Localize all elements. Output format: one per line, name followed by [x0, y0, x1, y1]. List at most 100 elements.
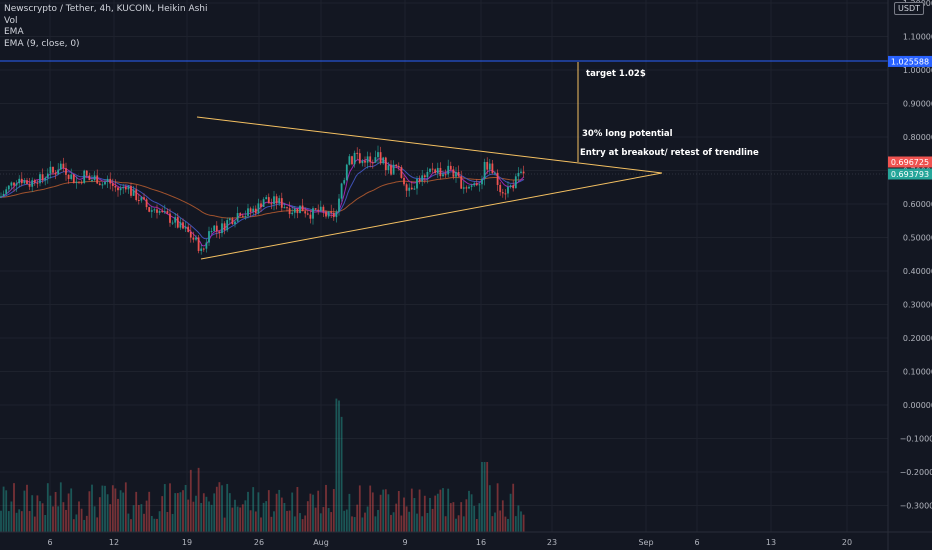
candle-body: [41, 174, 44, 181]
volume-bar: [244, 500, 247, 532]
volume-bar: [7, 511, 10, 532]
candle-body: [5, 189, 8, 194]
y-tick-label: 0.400000: [903, 267, 932, 276]
candle-body: [247, 208, 249, 216]
volume-bar: [265, 501, 268, 532]
volume-bar: [361, 517, 364, 532]
volume-bar: [416, 513, 418, 532]
volume-bar: [28, 511, 31, 532]
ema-long-line: [0, 177, 525, 219]
candle-body: [361, 160, 364, 164]
volume-bar: [52, 506, 54, 532]
y-tick-label: 0.200000: [903, 334, 932, 343]
y-tick-label: 0.300000: [903, 301, 932, 310]
candle-body: [509, 185, 512, 187]
y-tick-label: 0.600000: [903, 200, 932, 209]
candle-body: [49, 166, 52, 174]
candle-body: [46, 173, 49, 178]
volume-bar: [205, 496, 208, 532]
volume-bar: [400, 515, 403, 532]
volume-bar: [330, 512, 333, 532]
volume-bar: [226, 483, 229, 532]
legend-title[interactable]: Newscrypto / Tether, 4h, KUCOIN, Heikin …: [4, 4, 208, 14]
legend-ema[interactable]: EMA: [4, 27, 24, 37]
volume-bar: [130, 519, 132, 532]
volume-bar: [109, 504, 112, 532]
candle-body: [416, 178, 418, 189]
time-axis[interactable]: 6 12 19 26 Aug 9 16 23 Sep 6 13 20: [0, 531, 932, 547]
volume-bar: [189, 469, 192, 532]
legend-vol[interactable]: Vol: [4, 15, 18, 26]
volume-bar: [192, 501, 195, 532]
volume-bar: [449, 503, 452, 532]
volume-bar: [293, 516, 296, 532]
volume-bar: [257, 492, 260, 532]
volume-bar: [319, 513, 322, 532]
volume-bar: [390, 514, 392, 532]
candle-body: [512, 185, 515, 189]
price-axis[interactable]: 1.2000001.1000001.0000000.9000000.800000…: [887, 0, 932, 550]
candle-body: [275, 196, 278, 204]
candle-body: [140, 197, 143, 201]
candle-body: [460, 176, 463, 189]
volume-bar: [418, 489, 421, 532]
volume-bar: [496, 483, 499, 532]
volume-bar: [413, 497, 416, 532]
candle-body: [395, 164, 398, 167]
volume-bar: [384, 489, 387, 532]
volume-bar: [455, 518, 457, 532]
legend-ema9[interactable]: EMA (9, close, 0): [4, 38, 80, 49]
candle-body: [283, 207, 286, 209]
candle-body: [182, 222, 184, 229]
candle-body: [436, 167, 439, 173]
volume-bar: [403, 497, 405, 532]
candle-body: [387, 165, 390, 171]
volume-bar: [278, 489, 281, 532]
volume-bar: [475, 518, 478, 532]
candle-body: [400, 167, 403, 178]
annotations: target 1.02$ 30% long potential Entry at b…: [580, 69, 759, 158]
volume-bar: [314, 507, 317, 532]
candle-body: [501, 192, 504, 194]
volume-bar: [156, 518, 158, 532]
candle-body: [455, 172, 457, 177]
x-tick-label: 26: [254, 538, 264, 547]
currency-unit[interactable]: USDT: [894, 2, 924, 15]
volume-bar: [26, 484, 28, 532]
volume-bar: [39, 501, 41, 532]
volume-bar: [514, 516, 517, 532]
volume-bar: [247, 491, 249, 532]
volume-bar: [54, 491, 57, 532]
candle-body: [429, 168, 431, 172]
y-tick-label: −0.300000: [900, 502, 932, 511]
candle-body: [13, 182, 15, 186]
price-badge-label: 1.025588: [891, 57, 929, 66]
candle-body: [327, 211, 330, 217]
chart-grid: [0, 0, 888, 532]
volume-bar: [135, 491, 138, 532]
x-tick-label: 23: [547, 538, 557, 547]
volume-bars: [0, 398, 525, 532]
candle-body: [293, 208, 296, 213]
candle-body: [119, 188, 122, 191]
candle-body: [59, 163, 62, 170]
candle-body: [345, 164, 348, 181]
volume-bar: [494, 512, 496, 532]
volume-bar: [395, 503, 398, 532]
candle-body: [210, 231, 213, 233]
candle-body: [236, 213, 239, 222]
volume-bar: [161, 496, 164, 532]
candle-body: [390, 165, 392, 175]
volume-bar: [444, 516, 447, 532]
volume-bar: [241, 504, 244, 532]
candle-body: [249, 208, 252, 212]
candle-body: [145, 199, 148, 208]
volume-bar: [369, 485, 372, 532]
candle-body: [299, 205, 301, 214]
volume-bar: [340, 416, 343, 532]
candle-body: [392, 164, 395, 175]
volume-bar: [208, 501, 210, 532]
annotation-text: target 1.02$: [586, 69, 646, 79]
candle-body: [148, 207, 151, 212]
